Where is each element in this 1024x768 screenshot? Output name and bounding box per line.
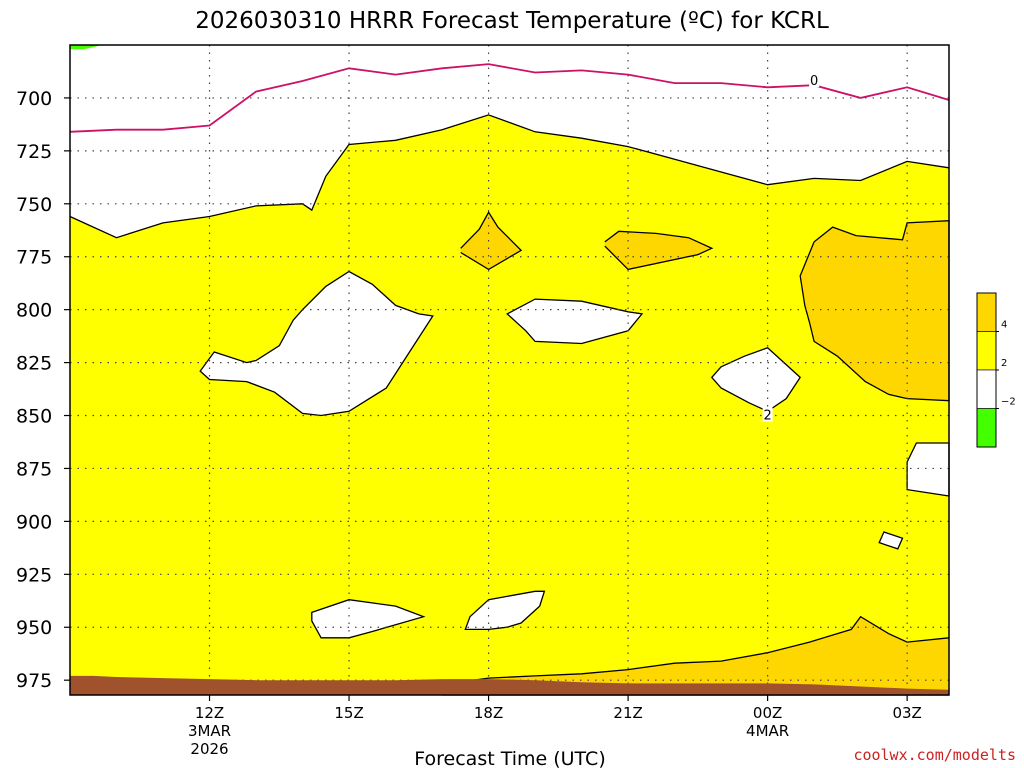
y-tick-label-875: 875 bbox=[16, 458, 52, 480]
ground-layer bbox=[70, 675, 949, 695]
contour-label-1: 0 bbox=[810, 74, 818, 89]
colorbar-legend: 4 2 −2 bbox=[976, 292, 1016, 448]
mild-band-fill bbox=[70, 114, 949, 695]
contour-warm-1 bbox=[460, 211, 523, 271]
warm-region-2 bbox=[604, 231, 712, 270]
contour-label-bg-2 bbox=[762, 407, 773, 422]
x-axis-label: Forecast Time (UTC) bbox=[414, 748, 605, 768]
x-tick-label-h24-1: 00Z bbox=[753, 704, 782, 722]
colorbar-band-2 bbox=[976, 331, 997, 371]
contour-neutral-4 bbox=[906, 442, 950, 497]
neutral-region-1 bbox=[200, 271, 433, 416]
chart-title: 2026030310 HRRR Forecast Temperature (ºC… bbox=[195, 8, 829, 34]
colorbar-label-1: 4 bbox=[1001, 320, 1007, 331]
contour-warm-2 bbox=[604, 230, 714, 271]
contour-label-2: 2 bbox=[763, 409, 771, 424]
x-tick-label-h15-1: 15Z bbox=[334, 704, 363, 722]
x-tick-label-h27-1: 03Z bbox=[892, 704, 921, 722]
contour-neutral-3 bbox=[710, 347, 802, 413]
contour-warm-3 bbox=[799, 220, 950, 402]
neutral-region-2 bbox=[507, 299, 642, 344]
neutral-region-3 bbox=[711, 347, 801, 412]
credit-link[interactable]: coolwx.com/modelts bbox=[853, 746, 1016, 764]
y-tick-label-825: 825 bbox=[16, 353, 52, 375]
y-tick-label-775: 775 bbox=[16, 247, 52, 269]
colorbar-band-1 bbox=[976, 292, 997, 332]
neutral-region-6 bbox=[311, 599, 424, 638]
colorbar-label-2: 2 bbox=[1001, 358, 1007, 369]
contour-neutral-1 bbox=[199, 270, 434, 417]
y-tick-label-975: 975 bbox=[16, 670, 52, 692]
x-tick-label-h24-2: 4MAR bbox=[746, 722, 789, 740]
y-tick-label-750: 750 bbox=[16, 194, 52, 216]
y-tick-label-850: 850 bbox=[16, 406, 52, 428]
contour-labels: 02 bbox=[762, 72, 820, 424]
x-tick-label-h18-1: 18Z bbox=[474, 704, 503, 722]
neutral-region-7 bbox=[465, 591, 545, 630]
colorbar-band-3 bbox=[976, 369, 997, 409]
cold-region bbox=[70, 45, 103, 50]
y-axis: 700 725 750 775 800 825 850 875 900 925 950 975 bbox=[16, 88, 70, 692]
contour-neutral-5 bbox=[878, 531, 904, 550]
freezing-line bbox=[69, 63, 950, 133]
y-tick-label-925: 925 bbox=[16, 564, 52, 586]
contour-2c-top bbox=[69, 114, 950, 239]
y-tick-label-950: 950 bbox=[16, 617, 52, 639]
x-tick-label-h12-1: 12Z bbox=[195, 704, 224, 722]
warm-region-4 bbox=[442, 616, 949, 695]
y-tick-label-800: 800 bbox=[16, 300, 52, 322]
x-tick-label-h12-3: 2026 bbox=[190, 740, 228, 758]
contour-neutral-2 bbox=[506, 298, 644, 345]
contour-neutral-6 bbox=[311, 599, 426, 639]
contour-neutral-7 bbox=[464, 590, 546, 631]
neutral-region-5 bbox=[879, 532, 903, 549]
y-tick-label-900: 900 bbox=[16, 511, 52, 533]
y-tick-label-725: 725 bbox=[16, 141, 52, 163]
y-tick-label-700: 700 bbox=[16, 88, 52, 110]
warm-region-1 bbox=[460, 212, 522, 270]
contour-label-bg-1 bbox=[809, 72, 820, 87]
temperature-fills bbox=[70, 45, 949, 695]
neutral-region-4 bbox=[907, 443, 949, 496]
x-tick-label-h12-2: 3MAR bbox=[188, 722, 231, 740]
colorbar-label-3: −2 bbox=[1001, 397, 1016, 408]
ground-fill bbox=[70, 675, 949, 695]
colorbar-band-4 bbox=[976, 408, 997, 448]
x-tick-label-h21-1: 21Z bbox=[613, 704, 642, 722]
plot-area: 02 bbox=[69, 44, 950, 696]
plot-frame bbox=[69, 44, 950, 696]
